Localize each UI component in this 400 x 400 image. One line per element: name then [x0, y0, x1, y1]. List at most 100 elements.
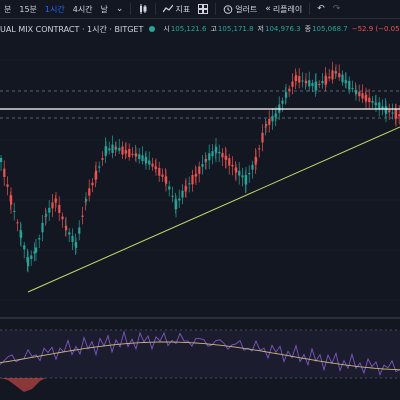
candle-body	[395, 110, 398, 118]
candle-body	[378, 102, 381, 110]
indicators-icon	[163, 4, 174, 13]
candle-body	[191, 175, 194, 185]
candle-body	[245, 175, 248, 185]
candle-body	[198, 166, 201, 174]
candle-body	[27, 257, 30, 267]
timeframe-4h[interactable]: 4시간	[72, 4, 93, 14]
candle-body	[275, 114, 278, 116]
high-label: 고	[210, 25, 217, 33]
alarm-clock-icon	[223, 5, 233, 14]
candle-body	[38, 238, 41, 240]
timeframe-15m[interactable]: 15분	[19, 4, 37, 14]
candle-body	[255, 157, 258, 163]
candle-body	[171, 195, 174, 197]
candle-body	[178, 198, 181, 201]
rsi-line	[0, 330, 400, 376]
candle-body	[371, 100, 374, 103]
candle-body	[10, 195, 13, 205]
timeframe-1h[interactable]: 1시간	[44, 4, 65, 14]
candle-body	[295, 75, 298, 81]
candle-body	[391, 112, 394, 114]
candle-body	[315, 81, 318, 91]
candle-body	[248, 173, 251, 175]
candle-body	[311, 83, 314, 86]
rsi-ma-line	[0, 341, 400, 371]
chevron-down-icon: ⌄	[115, 4, 124, 14]
candle-body	[301, 80, 304, 82]
support-trendline[interactable]	[27, 126, 400, 293]
candle-body	[265, 124, 268, 126]
candle-body	[348, 80, 351, 90]
candle-body	[285, 92, 288, 98]
toolbar-separator	[309, 3, 311, 15]
candle-body	[58, 204, 61, 213]
candle-body	[13, 210, 16, 212]
candle-body	[238, 170, 241, 176]
candle-body	[241, 175, 244, 178]
chart-grid	[0, 59, 400, 301]
candle-body	[188, 183, 191, 185]
candle-body	[145, 156, 148, 164]
candle-body	[358, 91, 361, 97]
candle-body	[168, 186, 171, 190]
candle-body	[165, 176, 168, 184]
candle-body	[175, 200, 178, 210]
rsi-band	[0, 330, 400, 378]
candles-icon	[140, 4, 147, 14]
candle-body	[385, 106, 388, 114]
candle-body	[338, 73, 341, 78]
candle-body	[388, 110, 391, 113]
candle-body	[141, 155, 144, 162]
candle-body	[271, 115, 274, 122]
candle-body	[308, 80, 311, 87]
candle-body	[181, 190, 184, 198]
candle-body	[88, 188, 91, 196]
candle-body	[231, 165, 234, 167]
symbol-title[interactable]: UAL MIX CONTRACT · 1시간 · BITGET	[0, 24, 144, 34]
candle-body	[201, 164, 204, 167]
candle-body	[81, 215, 84, 217]
undo-button[interactable]: ↶	[313, 4, 329, 14]
candle-body	[225, 156, 228, 160]
replay-button[interactable]: « 리플레이	[261, 4, 306, 15]
candle-body	[6, 184, 9, 187]
candle-body	[0, 158, 3, 162]
market-status-dot	[149, 26, 156, 32]
candle-body	[85, 199, 88, 201]
close-label: 종	[304, 25, 312, 33]
candle-body	[98, 166, 101, 168]
candle-body	[235, 167, 238, 173]
candle-body	[131, 153, 134, 155]
symbol-legend: UAL MIX CONTRACT · 1시간 · BITGET 시 105,121…	[0, 22, 400, 36]
candle-body	[298, 76, 301, 83]
candle-body	[108, 148, 111, 151]
indicators-button[interactable]: 지표	[159, 4, 194, 15]
timeframe-1d[interactable]: 날	[100, 4, 108, 14]
redo-button[interactable]: ↷	[329, 4, 345, 14]
candle-body	[121, 146, 124, 155]
candle-body	[105, 146, 108, 154]
candle-body	[208, 153, 211, 161]
undo-icon: ↶	[317, 4, 325, 14]
timeframe-1m[interactable]: 분	[4, 4, 12, 14]
timeframe-dropdown[interactable]: ⌄	[112, 4, 128, 14]
candle-body	[75, 242, 78, 248]
candle-body	[33, 251, 36, 254]
candle-body	[111, 144, 114, 153]
candle-body	[71, 235, 74, 242]
candle-body	[135, 153, 138, 157]
candle-body	[23, 245, 26, 250]
close-value: 105,068.7	[312, 25, 348, 33]
layout-grid-icon	[198, 4, 209, 14]
change-value: −52.9 (−0.05%)	[351, 25, 400, 33]
alert-button[interactable]: 얼러트	[219, 4, 261, 15]
candle-body	[288, 88, 291, 91]
candle-body	[341, 74, 344, 83]
candle-body	[61, 216, 64, 220]
chart-type-button[interactable]	[134, 4, 152, 14]
candle-body	[51, 202, 54, 209]
layout-button[interactable]	[194, 4, 212, 14]
candle-body	[398, 114, 400, 117]
candle-body	[41, 222, 44, 233]
